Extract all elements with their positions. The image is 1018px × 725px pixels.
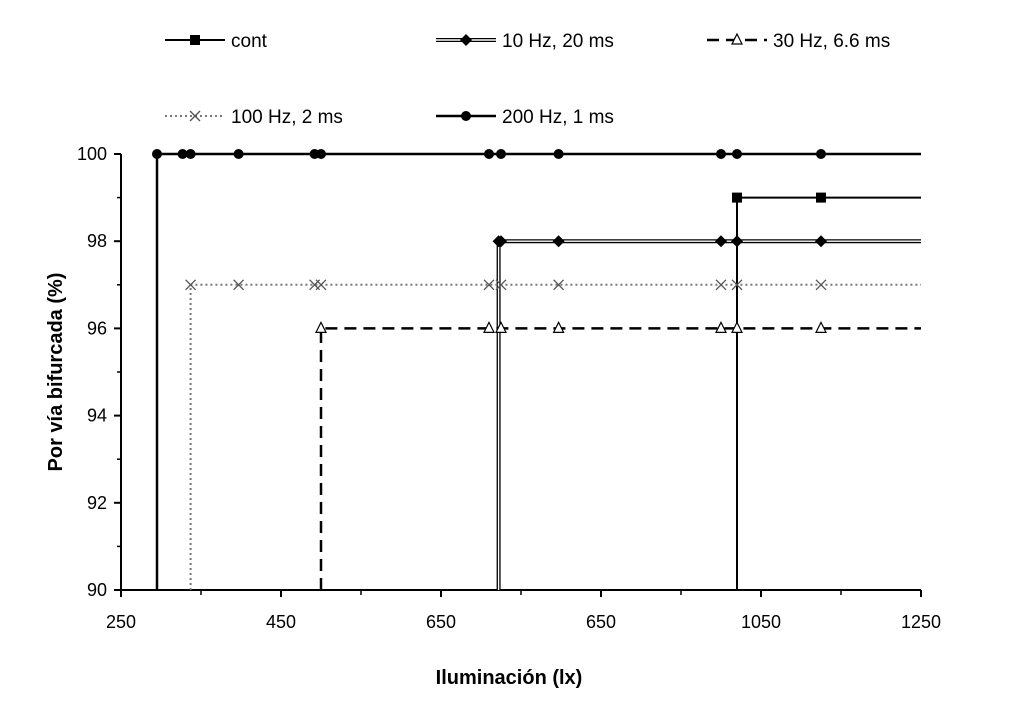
data-point (715, 321, 727, 333)
data-point (731, 235, 743, 248)
legend-marker (731, 32, 743, 45)
data-point (815, 321, 827, 333)
data-point (233, 149, 244, 159)
marker-stroke (189, 110, 201, 122)
data-point (185, 149, 196, 159)
marker-stroke (731, 279, 743, 291)
data-point (716, 149, 726, 159)
data-point (552, 235, 565, 248)
legend-marker (189, 110, 201, 122)
series-4 (152, 149, 921, 590)
data-point (495, 235, 507, 248)
data-point (553, 279, 565, 291)
marker-stroke (315, 279, 327, 291)
legend-entry: 100 Hz, 2 ms (165, 107, 343, 128)
data-point (816, 149, 826, 159)
data-point (552, 321, 565, 333)
legend-entry: 200 Hz, 1 ms (436, 107, 614, 128)
data-point (483, 321, 495, 333)
y-tick-label: 94 (87, 406, 107, 426)
legend-label: cont (231, 31, 268, 52)
data-point (495, 321, 507, 333)
series-0 (732, 192, 921, 590)
x-tick-label: 1050 (741, 612, 781, 632)
series-line (189, 283, 921, 590)
marker-stroke (495, 279, 507, 291)
series-line (319, 327, 921, 590)
data-point (315, 279, 327, 291)
series-line-inner (497, 240, 921, 590)
x-tick-label: 1250 (901, 612, 941, 632)
legend-marker (461, 111, 471, 121)
series-2 (315, 321, 921, 590)
y-tick-label: 98 (87, 231, 107, 251)
series-line (736, 196, 921, 590)
legend-entry: 10 Hz, 20 ms (436, 31, 614, 52)
data-point (315, 321, 327, 333)
data-point (816, 192, 826, 203)
data-point (233, 279, 245, 291)
marker-stroke (553, 279, 565, 291)
marker-stroke (815, 279, 827, 291)
data-point (484, 149, 494, 159)
y-tick-label: 90 (87, 580, 107, 600)
y-tick-label: 96 (87, 318, 107, 338)
data-point (815, 279, 827, 291)
legend-entry: cont (165, 31, 268, 52)
data-point (732, 192, 742, 203)
series-line (155, 152, 921, 590)
marker-stroke (715, 279, 727, 291)
series-3 (185, 279, 921, 590)
legend-entry: 30 Hz, 6.6 ms (707, 31, 890, 52)
legend-marker (460, 34, 472, 46)
data-point (553, 149, 564, 159)
data-point (731, 321, 743, 333)
series-layer (152, 149, 921, 590)
marker-stroke (483, 279, 495, 291)
data-point (316, 149, 326, 159)
data-point (185, 279, 197, 291)
data-point (177, 149, 188, 159)
data-point (152, 149, 162, 159)
data-point (495, 279, 507, 291)
y-axis-title: Por vía bifurcada (%) (45, 273, 67, 472)
legend-marker (190, 35, 200, 45)
data-point (732, 149, 742, 159)
x-tick-label: 250 (106, 612, 136, 632)
data-point (496, 149, 506, 159)
x-tick-label: 650 (426, 612, 456, 632)
data-point (715, 235, 727, 248)
x-tick-label: 650 (586, 612, 616, 632)
data-point (731, 279, 743, 291)
marker-stroke (233, 279, 245, 291)
series-1 (492, 235, 921, 590)
marker-stroke (185, 279, 197, 291)
legend-label: 100 Hz, 2 ms (231, 107, 343, 128)
x-axis-title: Iluminación (lx) (436, 667, 583, 689)
data-point (715, 279, 727, 291)
y-tick-label: 92 (87, 493, 107, 513)
data-point (815, 235, 827, 248)
data-point (483, 279, 495, 291)
legend-label: 200 Hz, 1 ms (502, 107, 614, 128)
y-tick-label: 100 (77, 144, 107, 164)
series-line (496, 239, 921, 590)
legend: cont 10 Hz, 20 ms 30 Hz, 6.6 ms 100 Hz, 2 m… (165, 31, 890, 128)
legend-label: 30 Hz, 6.6 ms (773, 31, 890, 52)
x-tick-label: 450 (266, 612, 296, 632)
legend-label: 10 Hz, 20 ms (502, 31, 614, 52)
axes: 90 92 94 96 98 100 250 450 650 650 1050 1250 (77, 144, 941, 632)
